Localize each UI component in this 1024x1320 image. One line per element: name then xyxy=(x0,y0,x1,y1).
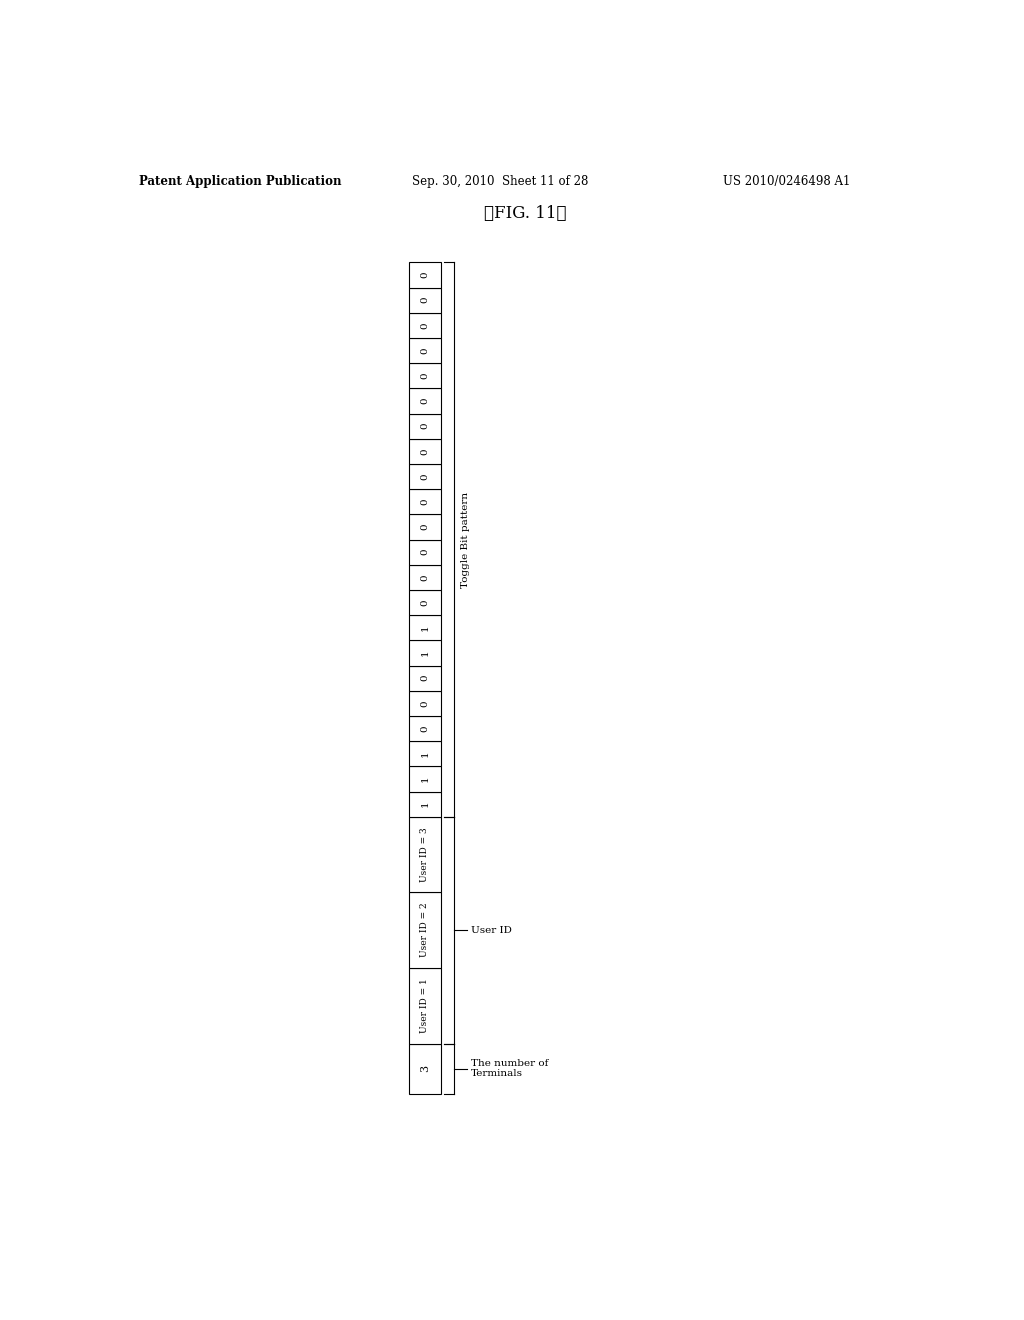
Bar xyxy=(409,413,441,438)
Text: 1: 1 xyxy=(420,751,429,758)
Text: 3: 3 xyxy=(420,1065,430,1072)
Text: 0: 0 xyxy=(420,574,429,581)
Bar xyxy=(409,338,441,363)
Bar xyxy=(409,767,441,792)
Bar xyxy=(409,665,441,690)
Text: Toggle Bit pattern: Toggle Bit pattern xyxy=(461,491,470,587)
Bar xyxy=(409,565,441,590)
Bar xyxy=(409,817,441,892)
Bar xyxy=(409,288,441,313)
Bar xyxy=(409,438,441,463)
Bar xyxy=(409,490,441,515)
Text: User ID = 2: User ID = 2 xyxy=(420,903,429,957)
Text: 1: 1 xyxy=(420,776,429,783)
Text: 0: 0 xyxy=(420,725,429,731)
Text: 0: 0 xyxy=(420,549,429,556)
Bar xyxy=(409,388,441,413)
Bar xyxy=(409,968,441,1044)
Bar xyxy=(409,515,441,540)
Text: 1: 1 xyxy=(420,649,429,656)
Text: 【FIG. 11】: 【FIG. 11】 xyxy=(483,206,566,222)
Bar xyxy=(409,640,441,665)
Text: 0: 0 xyxy=(420,700,429,706)
Text: Patent Application Publication: Patent Application Publication xyxy=(139,176,342,187)
Bar xyxy=(409,715,441,741)
Bar xyxy=(409,892,441,968)
Bar xyxy=(409,313,441,338)
Text: 1: 1 xyxy=(420,624,429,631)
Text: 0: 0 xyxy=(420,347,429,354)
Text: 0: 0 xyxy=(420,422,429,429)
Bar xyxy=(409,615,441,640)
Text: 0: 0 xyxy=(420,397,429,404)
Bar xyxy=(409,463,441,490)
Text: 0: 0 xyxy=(420,297,429,304)
Text: 0: 0 xyxy=(420,524,429,531)
Text: 0: 0 xyxy=(420,372,429,379)
Text: US 2010/0246498 A1: US 2010/0246498 A1 xyxy=(723,176,851,187)
Text: User ID = 3: User ID = 3 xyxy=(420,828,429,882)
Text: The number of
Terminals: The number of Terminals xyxy=(471,1059,549,1078)
Text: 0: 0 xyxy=(420,675,429,681)
Bar xyxy=(409,741,441,767)
Text: Sep. 30, 2010  Sheet 11 of 28: Sep. 30, 2010 Sheet 11 of 28 xyxy=(412,176,588,187)
Text: 0: 0 xyxy=(420,272,429,279)
Bar xyxy=(409,590,441,615)
Bar xyxy=(409,263,441,288)
Bar xyxy=(409,792,441,817)
Bar xyxy=(409,363,441,388)
Bar xyxy=(409,690,441,715)
Text: 1: 1 xyxy=(420,801,429,808)
Text: 0: 0 xyxy=(420,599,429,606)
Text: 0: 0 xyxy=(420,447,429,454)
Bar xyxy=(409,1044,441,1094)
Text: User ID = 1: User ID = 1 xyxy=(420,978,429,1034)
Text: User ID: User ID xyxy=(471,925,512,935)
Bar xyxy=(409,540,441,565)
Text: 0: 0 xyxy=(420,499,429,506)
Text: 0: 0 xyxy=(420,474,429,480)
Text: 0: 0 xyxy=(420,322,429,329)
